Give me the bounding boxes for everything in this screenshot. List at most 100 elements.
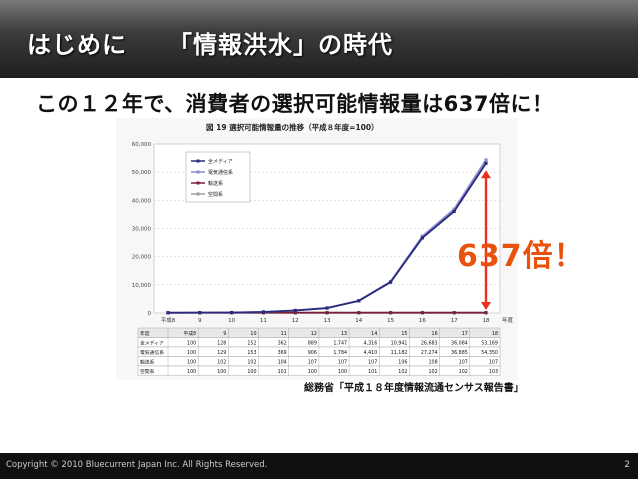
table-cell: 36,084 bbox=[451, 341, 468, 347]
callout-arrow-head-up bbox=[481, 170, 491, 179]
data-point bbox=[293, 311, 297, 315]
table-cell: 輸送系 bbox=[140, 359, 155, 366]
data-point bbox=[420, 236, 424, 240]
table-cell: 101 bbox=[368, 369, 377, 375]
table-cell: 1,747 bbox=[333, 341, 347, 347]
y-tick-label: 50,000 bbox=[132, 170, 152, 176]
table-cell: 107 bbox=[338, 360, 347, 366]
table-cell: 107 bbox=[308, 360, 317, 366]
x-tick-label: 13 bbox=[324, 318, 331, 324]
data-point bbox=[357, 311, 361, 315]
table-cell: 100 bbox=[187, 360, 196, 366]
table-cell: 108 bbox=[428, 360, 437, 366]
table-cell: 54,350 bbox=[481, 350, 498, 356]
table-cell: 102 bbox=[217, 360, 226, 366]
table-cell: 13 bbox=[341, 331, 347, 337]
table-cell: 100 bbox=[247, 369, 256, 375]
table-cell: 369 bbox=[278, 350, 287, 356]
table-cell: 101 bbox=[278, 369, 287, 375]
data-point bbox=[166, 311, 170, 315]
data-point bbox=[198, 311, 202, 315]
table-cell: 26,683 bbox=[421, 341, 438, 347]
table-cell: 10,941 bbox=[391, 341, 408, 347]
table-cell: 年度 bbox=[140, 330, 150, 337]
chart-image: 図 19 選択可能情報量の推移（平成８年度=100） 0 10,000 20,000… bbox=[116, 118, 518, 380]
table-cell: 107 bbox=[368, 360, 377, 366]
x-tick-label: 17 bbox=[451, 318, 458, 324]
table-cell: 全メディア bbox=[140, 340, 164, 347]
slide-subtitle: この１２年で、消費者の選択可能情報量は637倍に！ bbox=[36, 92, 554, 116]
y-tick-label: 0 bbox=[148, 311, 152, 317]
data-point bbox=[389, 311, 393, 315]
data-point bbox=[420, 234, 424, 238]
table-cell: 103 bbox=[489, 369, 498, 375]
chart-title: 図 19 選択可能情報量の推移（平成８年度=100） bbox=[206, 122, 379, 132]
legend-marker bbox=[196, 192, 200, 196]
table-cell: 129 bbox=[217, 350, 226, 356]
y-tick-label: 40,000 bbox=[132, 198, 152, 204]
data-point bbox=[452, 207, 456, 211]
table-cell: 102 bbox=[428, 369, 437, 375]
x-tick-label: 14 bbox=[355, 318, 362, 324]
table-cell: 100 bbox=[187, 350, 196, 356]
table-cell: 102 bbox=[247, 360, 256, 366]
page-number: 2 bbox=[624, 460, 630, 470]
x-tick-label: 18 bbox=[483, 318, 490, 324]
callout-637x: 637倍！ bbox=[457, 239, 585, 274]
table-cell: 10 bbox=[250, 331, 256, 337]
table-cell: 104 bbox=[278, 360, 287, 366]
table-cell: 100 bbox=[338, 369, 347, 375]
table-cell: 128 bbox=[217, 341, 226, 347]
x-tick-label: 9 bbox=[198, 318, 202, 324]
data-point bbox=[261, 310, 265, 314]
data-point bbox=[484, 158, 488, 162]
callout-arrow-head-down bbox=[481, 302, 491, 310]
data-point bbox=[484, 161, 488, 165]
slide-title-left: はじめに bbox=[27, 31, 127, 59]
table-cell: 4,316 bbox=[364, 341, 378, 347]
table-cell: 107 bbox=[459, 360, 468, 366]
table-cell: 100 bbox=[187, 369, 196, 375]
table-cell: 14 bbox=[371, 331, 377, 337]
slide-title-right: 「情報洪水」の時代 bbox=[168, 31, 393, 59]
source-note: 総務省「平成１８年度情報流通センサス報告書」 bbox=[304, 383, 524, 394]
table-cell: 362 bbox=[278, 341, 287, 347]
table-cell: 100 bbox=[187, 341, 196, 347]
legend-marker bbox=[196, 170, 200, 174]
table-cell: 15 bbox=[401, 331, 407, 337]
data-point bbox=[452, 311, 456, 315]
y-tick-label: 10,000 bbox=[132, 283, 152, 289]
table-cell: 11,182 bbox=[391, 350, 408, 356]
footer: Copyright © 2010 Bluecurrent Japan Inc. … bbox=[0, 453, 638, 479]
table-cell: 906 bbox=[308, 350, 317, 356]
table-cell: 空間系 bbox=[140, 368, 155, 375]
x-unit-label: 年度 bbox=[502, 316, 514, 324]
table-cell: 1,784 bbox=[333, 350, 347, 356]
x-tick-label: 15 bbox=[387, 318, 394, 324]
legend-marker bbox=[196, 181, 200, 185]
table-cell: 27,274 bbox=[421, 350, 438, 356]
legend-label: 輸送系 bbox=[208, 180, 223, 187]
legend-marker bbox=[196, 159, 200, 163]
x-tick-label: 10 bbox=[228, 318, 235, 324]
table-cell: 電気通信系 bbox=[140, 349, 164, 356]
title-bar: はじめに 「情報洪水」の時代 bbox=[0, 0, 638, 78]
table-cell: 36,885 bbox=[451, 350, 468, 356]
data-point bbox=[230, 310, 234, 315]
data-point bbox=[484, 311, 488, 315]
y-tick-label: 30,000 bbox=[132, 227, 152, 233]
footer-copyright: Copyright © 2010 Bluecurrent Japan Inc. … bbox=[6, 460, 268, 470]
data-point bbox=[452, 209, 456, 213]
table-cell: 53,169 bbox=[481, 341, 498, 347]
legend-label: 空間系 bbox=[208, 191, 223, 198]
x-tick-label: 平成8 bbox=[161, 316, 176, 324]
data-point bbox=[389, 280, 393, 284]
table-cell: 16 bbox=[432, 331, 438, 337]
table-cell: 889 bbox=[308, 341, 317, 347]
table-cell: 152 bbox=[247, 341, 256, 347]
table-cell: 100 bbox=[217, 369, 226, 375]
table-cell: 153 bbox=[247, 350, 256, 356]
table-cell: 9 bbox=[223, 331, 226, 337]
line-chart: 図 19 選択可能情報量の推移（平成８年度=100） 0 10,000 20,000… bbox=[132, 122, 514, 376]
table-cell: 17 bbox=[462, 331, 468, 337]
